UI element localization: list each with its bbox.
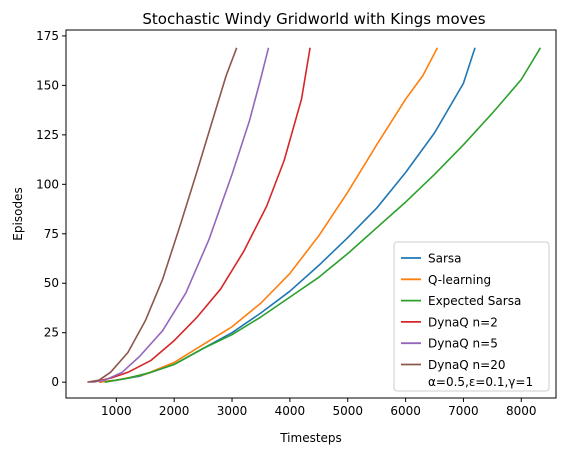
series-line-dynaq-n-2 bbox=[93, 47, 311, 383]
legend-label: DynaQ n=2 bbox=[428, 315, 498, 329]
x-tick-label: 4000 bbox=[275, 404, 306, 418]
series-line-expected-sarsa bbox=[104, 47, 542, 383]
x-tick-label: 1000 bbox=[101, 404, 132, 418]
x-tick-label: 7000 bbox=[448, 404, 479, 418]
y-tick-label: 50 bbox=[44, 276, 59, 290]
y-tick-label: 25 bbox=[44, 326, 59, 340]
y-tick-label: 75 bbox=[44, 227, 59, 241]
y-axis-label: Episodes bbox=[11, 187, 25, 240]
x-tick-label: 2000 bbox=[159, 404, 190, 418]
y-axis: 0 25 50 75 100 125 150 175 bbox=[36, 29, 66, 389]
x-tick-label: 8000 bbox=[506, 404, 537, 418]
series-layer bbox=[87, 47, 542, 383]
x-axis: 1000 2000 3000 4000 5000 6000 7000 8000 bbox=[101, 398, 537, 418]
y-tick-label: 175 bbox=[36, 29, 59, 43]
x-axis-label: Timesteps bbox=[279, 431, 342, 445]
y-tick-label: 0 bbox=[51, 375, 59, 389]
legend-box bbox=[393, 241, 550, 392]
x-tick-label: 6000 bbox=[390, 404, 421, 418]
legend-items: Sarsa Q-learning Expected Sarsa DynaQ n=2 Dy… bbox=[401, 252, 521, 372]
legend-label: DynaQ n=20 bbox=[428, 358, 506, 372]
y-tick-label: 100 bbox=[36, 177, 59, 191]
legend-label: DynaQ n=5 bbox=[428, 337, 498, 351]
chart-title: Stochastic Windy Gridworld with Kings mo… bbox=[142, 10, 485, 28]
x-tick-label: 5000 bbox=[332, 404, 363, 418]
x-tick-label: 3000 bbox=[217, 404, 248, 418]
legend-label: Expected Sarsa bbox=[428, 294, 521, 308]
legend: Sarsa Q-learning Expected Sarsa DynaQ n=2 Dy… bbox=[393, 241, 550, 392]
legend-label: Sarsa bbox=[428, 252, 462, 266]
y-tick-label: 125 bbox=[36, 128, 59, 142]
legend-label: Q-learning bbox=[428, 273, 491, 287]
series-line-dynaq-n-5 bbox=[90, 47, 270, 383]
y-tick-label: 150 bbox=[36, 78, 59, 92]
series-line-dynaq-n-20 bbox=[87, 47, 238, 383]
legend-note: α=0.5,ε=0.1,γ=1 bbox=[428, 375, 533, 389]
